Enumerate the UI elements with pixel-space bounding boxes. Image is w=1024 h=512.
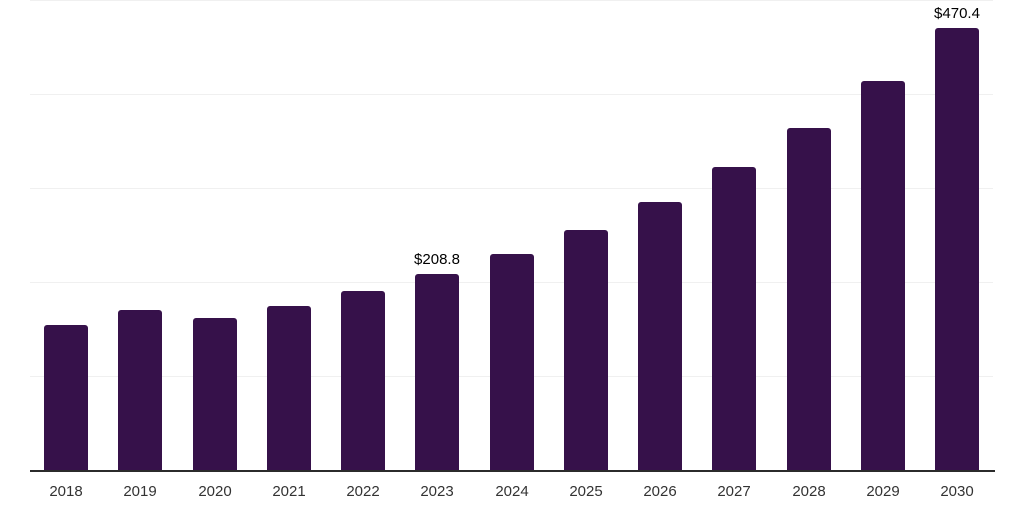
x-tick-2023: 2023 <box>420 483 454 500</box>
x-tick-2019: 2019 <box>123 483 157 500</box>
bar-2029 <box>861 81 905 470</box>
x-tick-2024: 2024 <box>495 483 529 500</box>
bar-2020 <box>193 318 237 470</box>
bar-2018 <box>44 325 88 470</box>
x-tick-2028: 2028 <box>792 483 826 500</box>
x-tick-2026: 2026 <box>643 483 677 500</box>
x-tick-2018: 2018 <box>49 483 83 500</box>
bar-2019 <box>118 310 162 470</box>
gridline-400 <box>30 94 993 95</box>
bar-2026 <box>638 202 682 470</box>
x-tick-2021: 2021 <box>272 483 306 500</box>
x-tick-2027: 2027 <box>717 483 751 500</box>
bar-2027 <box>712 167 756 470</box>
bar-2025 <box>564 230 608 470</box>
x-tick-2030: 2030 <box>940 483 974 500</box>
bar-2024 <box>490 254 534 470</box>
x-tick-2025: 2025 <box>569 483 603 500</box>
x-tick-2020: 2020 <box>198 483 232 500</box>
bar-2021 <box>267 306 311 470</box>
x-tick-2029: 2029 <box>866 483 900 500</box>
data-label-2023: $208.8 <box>414 251 460 268</box>
x-tick-2022: 2022 <box>346 483 380 500</box>
gridline-300 <box>30 188 993 189</box>
bar-2022 <box>341 291 385 470</box>
x-axis-line <box>30 470 995 472</box>
bar-2028 <box>787 128 831 470</box>
gridline-500 <box>30 0 993 1</box>
bar-2030 <box>935 28 979 470</box>
bar-2023 <box>415 274 459 470</box>
data-label-2030: $470.4 <box>934 5 980 22</box>
